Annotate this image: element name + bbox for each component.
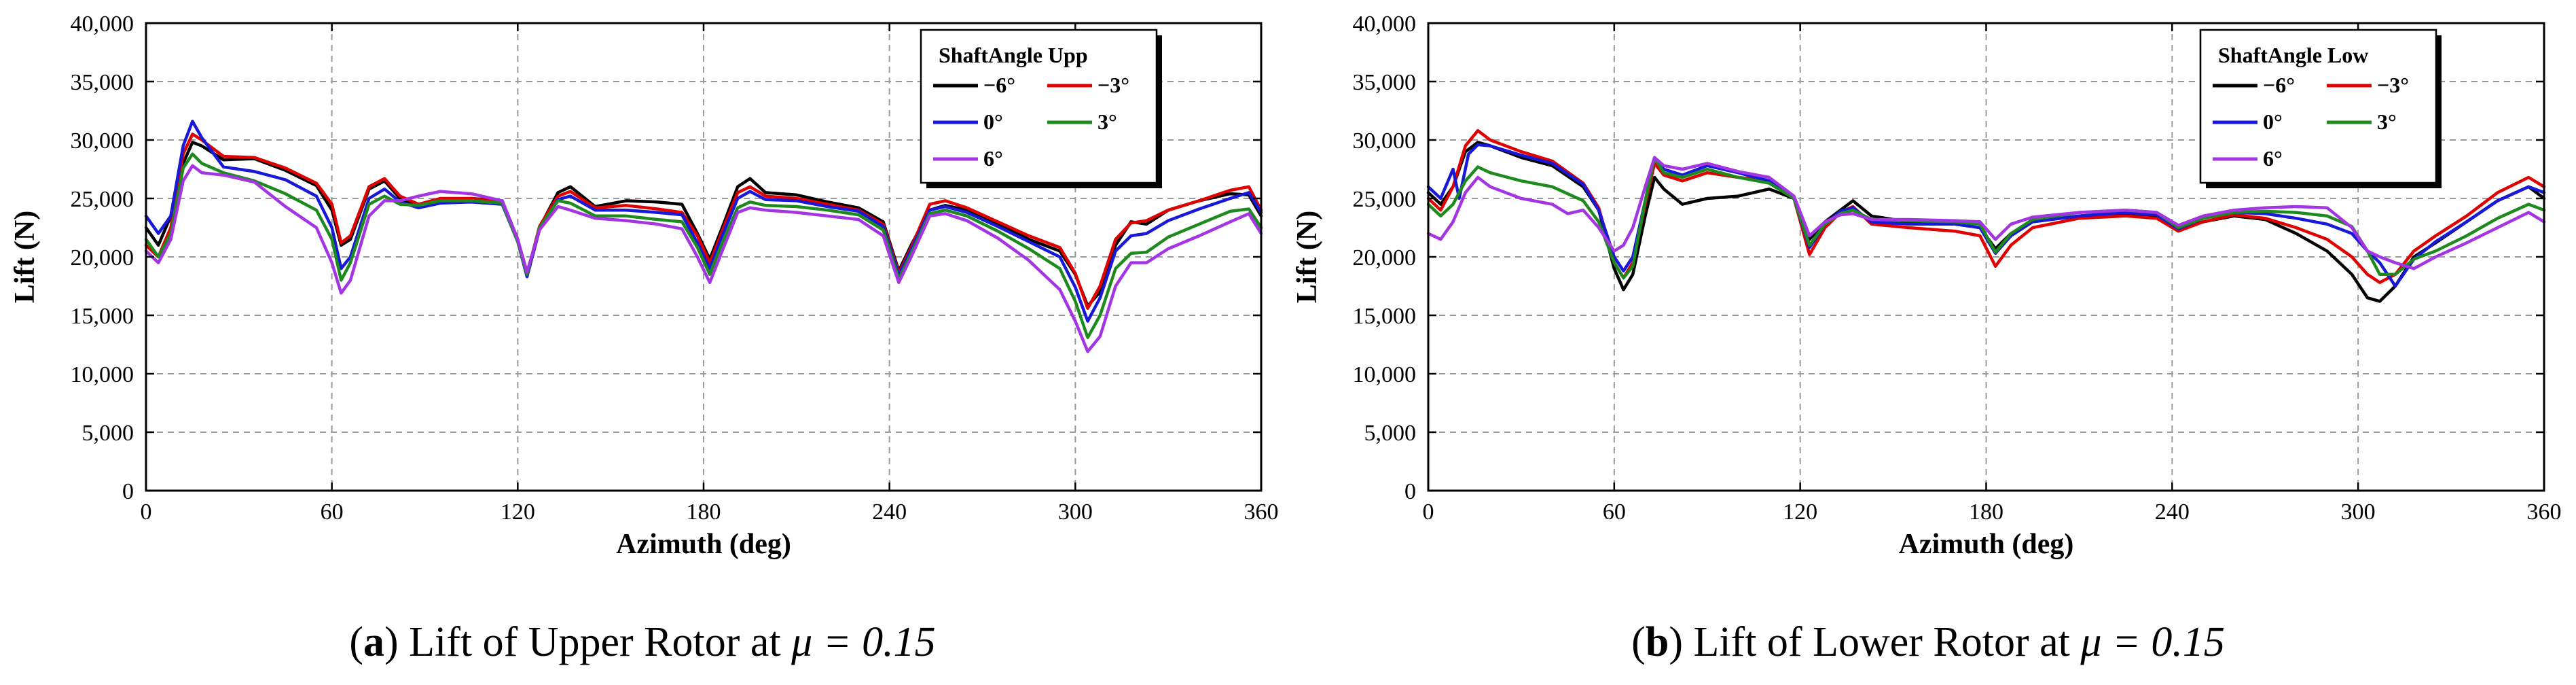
- legend-label: −6°: [983, 73, 1015, 97]
- y-axis: 0 5,000 10,000 15,000 20,000 25,000 30,000 35,0…: [71, 12, 1261, 504]
- y-tick-label: 20,000: [1353, 245, 1417, 270]
- y-tick-label: 15,000: [1353, 304, 1417, 329]
- chart-panel-b: 0 60 120 180 240 300 360 0 5,000 10,000 15,000 20,0…: [1292, 12, 2562, 665]
- x-tick-label: 240: [872, 499, 907, 525]
- y-tick-label: 40,000: [1353, 12, 1417, 37]
- series-group: [1426, 128, 2546, 303]
- legend-label: −3°: [2377, 73, 2409, 97]
- x-tick-label: 180: [1969, 499, 2003, 525]
- x-axis-title: Azimuth (deg): [1899, 529, 2074, 560]
- x-axis-title: Azimuth (deg): [616, 529, 791, 560]
- y-tick-label: 0: [1404, 479, 1416, 504]
- x-tick-label: 360: [1244, 499, 1279, 525]
- x-tick-label: 0: [1423, 499, 1434, 525]
- x-tick-label: 120: [1783, 499, 1817, 525]
- caption-math: μ = 0.15: [2080, 619, 2224, 665]
- y-tick-label: 10,000: [1353, 362, 1417, 387]
- x-axis: 0 60 120 180 240 300 360: [1423, 23, 2562, 525]
- caption-label: a: [363, 619, 384, 665]
- y-tick-label: 5,000: [1364, 421, 1417, 446]
- legend-title: ShaftAngle Upp: [939, 43, 1088, 67]
- caption-text: ) Lift of Upper Rotor at: [384, 619, 791, 665]
- x-axis: 0 60 120 180 240 300 360: [141, 23, 1279, 525]
- x-tick-label: 60: [1603, 499, 1626, 525]
- legend-label: 6°: [983, 146, 1003, 171]
- legend: ShaftAngle Low −6° −3° 0° 3° 6°: [2199, 29, 2442, 188]
- y-axis-title: Lift (N): [10, 211, 41, 303]
- legend-label: 0°: [983, 109, 1003, 134]
- series-line: [144, 133, 1263, 310]
- legend-label: −6°: [2263, 73, 2295, 97]
- series-line: [144, 152, 1263, 339]
- y-tick-label: 20,000: [71, 245, 134, 270]
- y-tick-label: 35,000: [1353, 70, 1417, 95]
- series-line: [1426, 156, 2546, 270]
- x-tick-label: 240: [2155, 499, 2190, 525]
- x-tick-label: 0: [141, 499, 152, 525]
- y-tick-label: 35,000: [71, 70, 134, 95]
- panel-caption: (a) Lift of Upper Rotor at μ = 0.15: [349, 619, 935, 665]
- legend-label: 6°: [2263, 146, 2283, 171]
- y-axis-title: Lift (N): [1292, 211, 1323, 303]
- caption-text: ) Lift of Lower Rotor at: [1669, 619, 2080, 665]
- legend-label: 3°: [1097, 109, 1117, 134]
- y-tick-label: 30,000: [1353, 128, 1417, 154]
- series-line: [144, 120, 1263, 323]
- legend-title: ShaftAngle Low: [2218, 43, 2368, 67]
- legend: ShaftAngle Upp −6° −3° 0° 3° 6°: [920, 29, 1162, 188]
- y-tick-label: 0: [122, 479, 134, 504]
- series-line: [144, 164, 1263, 353]
- x-tick-label: 180: [687, 499, 721, 525]
- legend-label: 3°: [2377, 109, 2397, 134]
- y-tick-label: 25,000: [71, 187, 134, 212]
- x-tick-label: 300: [2341, 499, 2376, 525]
- chart-panel-a: 0 60 120 180 240 300 360 0 5,000 10,000 15,000 20,0…: [10, 12, 1279, 665]
- x-tick-label: 60: [321, 499, 344, 525]
- x-tick-label: 360: [2527, 499, 2562, 525]
- caption-label: b: [1646, 619, 1669, 665]
- y-axis: 0 5,000 10,000 15,000 20,000 25,000 30,000 35,0…: [1353, 12, 2544, 504]
- y-tick-label: 10,000: [71, 362, 134, 387]
- y-tick-label: 25,000: [1353, 187, 1417, 212]
- series-group: [144, 120, 1263, 353]
- legend-label: 0°: [2263, 109, 2283, 134]
- caption-math: μ = 0.15: [791, 619, 935, 665]
- y-tick-label: 40,000: [71, 12, 134, 37]
- caption-paren: (: [1631, 619, 1646, 665]
- y-tick-label: 15,000: [71, 304, 134, 329]
- caption-paren: (: [349, 619, 363, 665]
- x-tick-label: 300: [1058, 499, 1093, 525]
- y-tick-label: 30,000: [71, 128, 134, 154]
- panel-caption: (b) Lift of Lower Rotor at μ = 0.15: [1631, 619, 2225, 665]
- y-tick-label: 5,000: [82, 421, 134, 446]
- x-tick-label: 120: [501, 499, 535, 525]
- legend-label: −3°: [1097, 73, 1129, 97]
